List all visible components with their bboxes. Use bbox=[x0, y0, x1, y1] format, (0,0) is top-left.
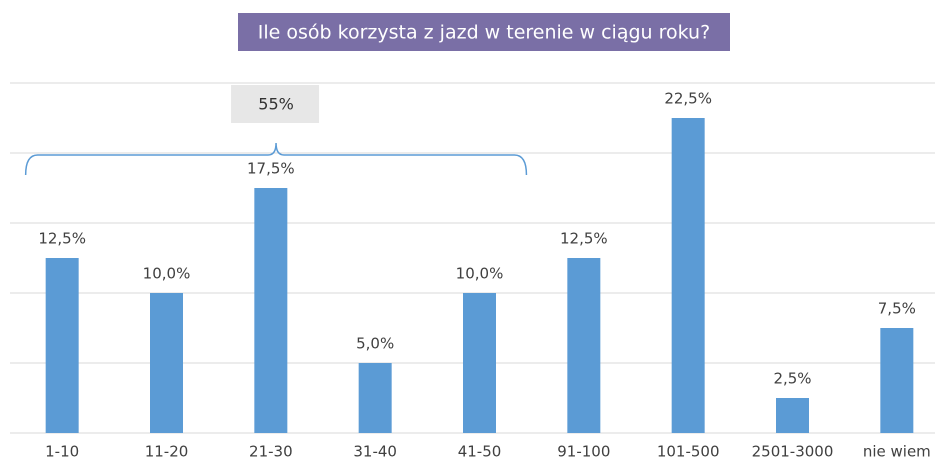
value-label: 12,5% bbox=[38, 230, 86, 248]
value-label: 7,5% bbox=[878, 300, 916, 318]
title-box bbox=[238, 13, 730, 51]
bar bbox=[776, 398, 809, 433]
value-label: 10,0% bbox=[143, 265, 191, 283]
annotation-box bbox=[231, 85, 320, 123]
x-tick-label: 41-50 bbox=[458, 443, 502, 461]
bar bbox=[671, 118, 705, 433]
value-label: 22,5% bbox=[664, 90, 712, 108]
x-tick-label: 2501-3000 bbox=[752, 443, 834, 461]
x-tick-label: 1-10 bbox=[45, 443, 79, 461]
bar bbox=[150, 293, 183, 433]
x-tick-label: 11-20 bbox=[145, 443, 189, 461]
bar bbox=[463, 293, 496, 433]
value-label: 5,0% bbox=[356, 335, 394, 353]
bar bbox=[567, 258, 601, 433]
x-tick-label: 21-30 bbox=[249, 443, 293, 461]
bar bbox=[254, 188, 288, 433]
x-tick-label: 101-500 bbox=[657, 443, 720, 461]
bar bbox=[880, 328, 914, 433]
bracket bbox=[24, 142, 528, 176]
value-label: 2,5% bbox=[773, 370, 811, 388]
x-tick-label: 31-40 bbox=[353, 443, 397, 461]
value-label: 17,5% bbox=[247, 160, 295, 178]
bar bbox=[358, 363, 392, 433]
value-label: 12,5% bbox=[560, 230, 608, 248]
annotation: 55% bbox=[258, 95, 294, 114]
x-tick-label: 91-100 bbox=[557, 443, 610, 461]
x-tick-label: nie wiem bbox=[863, 443, 931, 461]
chart-title: Ile osób korzysta z jazd w terenie w cią… bbox=[258, 22, 710, 44]
bar bbox=[45, 258, 79, 433]
value-label: 10,0% bbox=[456, 265, 504, 283]
